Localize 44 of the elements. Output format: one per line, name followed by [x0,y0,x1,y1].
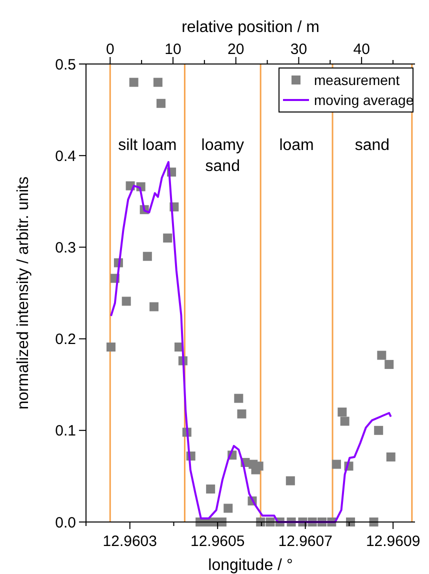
point [122,296,131,306]
point [374,426,384,435]
y-axis-title: normalized intensity / arbitr. units [15,176,32,410]
y-tick-label: 0.0 [55,514,76,532]
x-tick-label: 12.9603 [102,533,157,550]
point [149,302,158,312]
y-tick-label: 0.3 [55,239,76,256]
point [129,78,138,87]
point [156,98,166,108]
y-tick-label: 0.2 [55,331,76,348]
annotation: loam [279,137,314,154]
point [286,476,295,486]
x2-tick-label: 0 [106,41,114,58]
point [237,409,246,418]
legend-label: measurement [314,72,400,88]
point [386,452,396,462]
x-tick-label: 12.9607 [278,533,332,550]
point [163,234,172,243]
y-tick-label: 0.5 [55,56,76,74]
point [206,484,216,494]
point [332,460,341,469]
x-axis-title: longitude / ° [208,557,293,574]
point [384,360,394,369]
legend-label: moving average [314,92,414,108]
point [153,78,162,87]
point [340,416,350,426]
x-tick-label: 12.9605 [190,533,245,550]
x2-tick-label: 40 [353,41,370,58]
point [338,408,347,417]
point [234,394,244,403]
point [377,350,386,360]
x2-tick-label: 10 [164,41,182,58]
annotation: sand [354,137,390,154]
annotation: loamy sand [201,137,244,175]
y-tick-label: 0.1 [55,422,76,440]
point [142,252,152,261]
x2-tick-label: 30 [290,41,308,58]
y-tick-label: 0.4 [55,148,76,165]
x-tick-label: 12.9609 [366,533,420,550]
point [106,342,116,352]
x2-axis-title: relative position / m [182,19,320,36]
x2-tick-label: 20 [228,41,244,58]
annotation: silt loam [118,137,177,154]
point [224,504,233,513]
